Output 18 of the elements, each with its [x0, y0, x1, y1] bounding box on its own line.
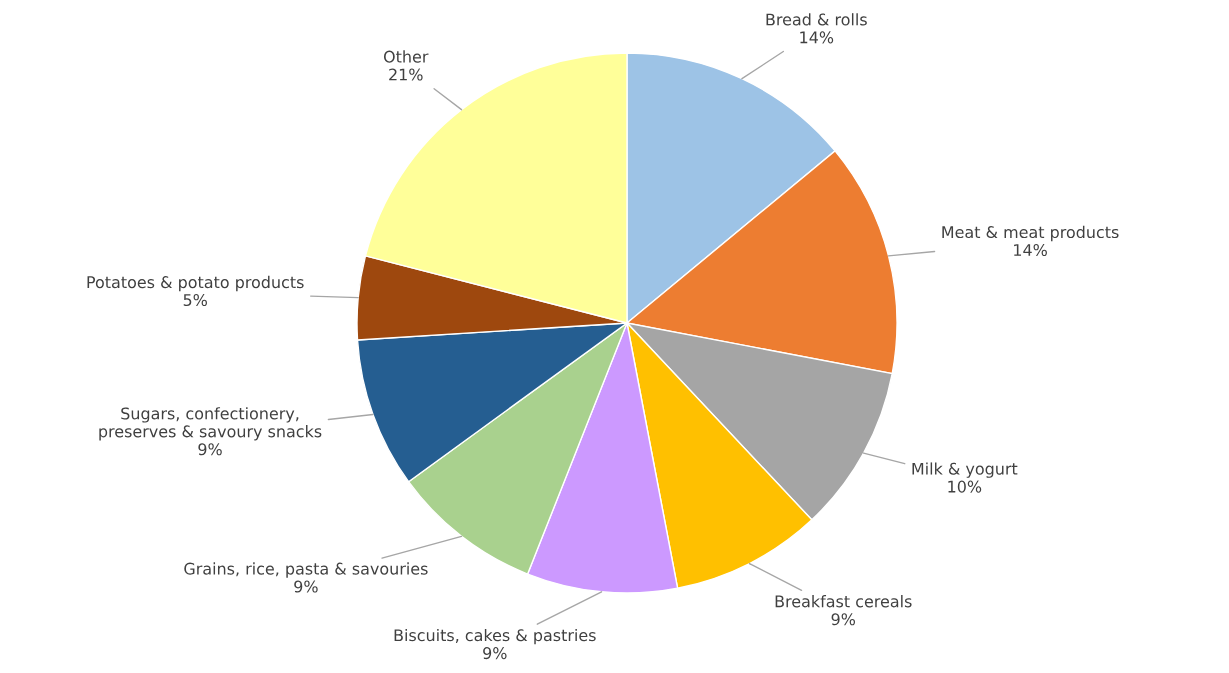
data-label: 9%: [294, 580, 318, 593]
data-label: 9%: [831, 613, 856, 626]
data-label: 5%: [183, 294, 207, 307]
slice-label: Milk & yogurt: [912, 462, 1018, 478]
data-label: 14%: [800, 31, 834, 44]
data-label: 10%: [948, 480, 982, 493]
slice-label: Grains, rice, pasta & savouries: [184, 562, 428, 578]
data-label: 9%: [483, 647, 507, 660]
slice-label: Meat & meat products: [942, 225, 1119, 242]
slice-label: Bread & rolls: [766, 13, 867, 26]
slice-label: Breakfast cereals: [775, 595, 912, 608]
data-label: 14%: [1014, 243, 1047, 256]
data-label: 21%: [389, 68, 423, 81]
slice-label: Potatoes & potato products: [87, 275, 304, 292]
slice-label: Biscuits, cakes & pastries: [394, 628, 596, 645]
slice-label: Sugars, confectionery, preserves & savoury snacks: [99, 407, 322, 441]
data-label: 9%: [198, 443, 222, 456]
slice-label: Other: [383, 50, 429, 63]
